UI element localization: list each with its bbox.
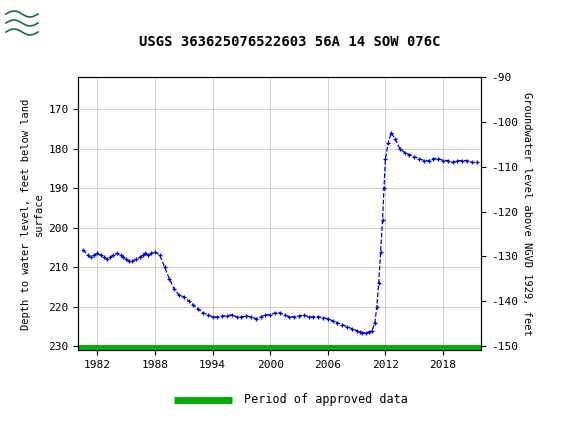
Bar: [4, 4, 40, 36]
Y-axis label: Groundwater level above NGVD 1929, feet: Groundwater level above NGVD 1929, feet: [522, 92, 532, 336]
Text: USGS: USGS: [46, 11, 102, 29]
Text: USGS 363625076522603 56A 14 SOW 076C: USGS 363625076522603 56A 14 SOW 076C: [139, 35, 441, 49]
Y-axis label: Depth to water level, feet below land
surface: Depth to water level, feet below land su…: [21, 98, 44, 329]
Text: Period of approved data: Period of approved data: [244, 393, 408, 406]
